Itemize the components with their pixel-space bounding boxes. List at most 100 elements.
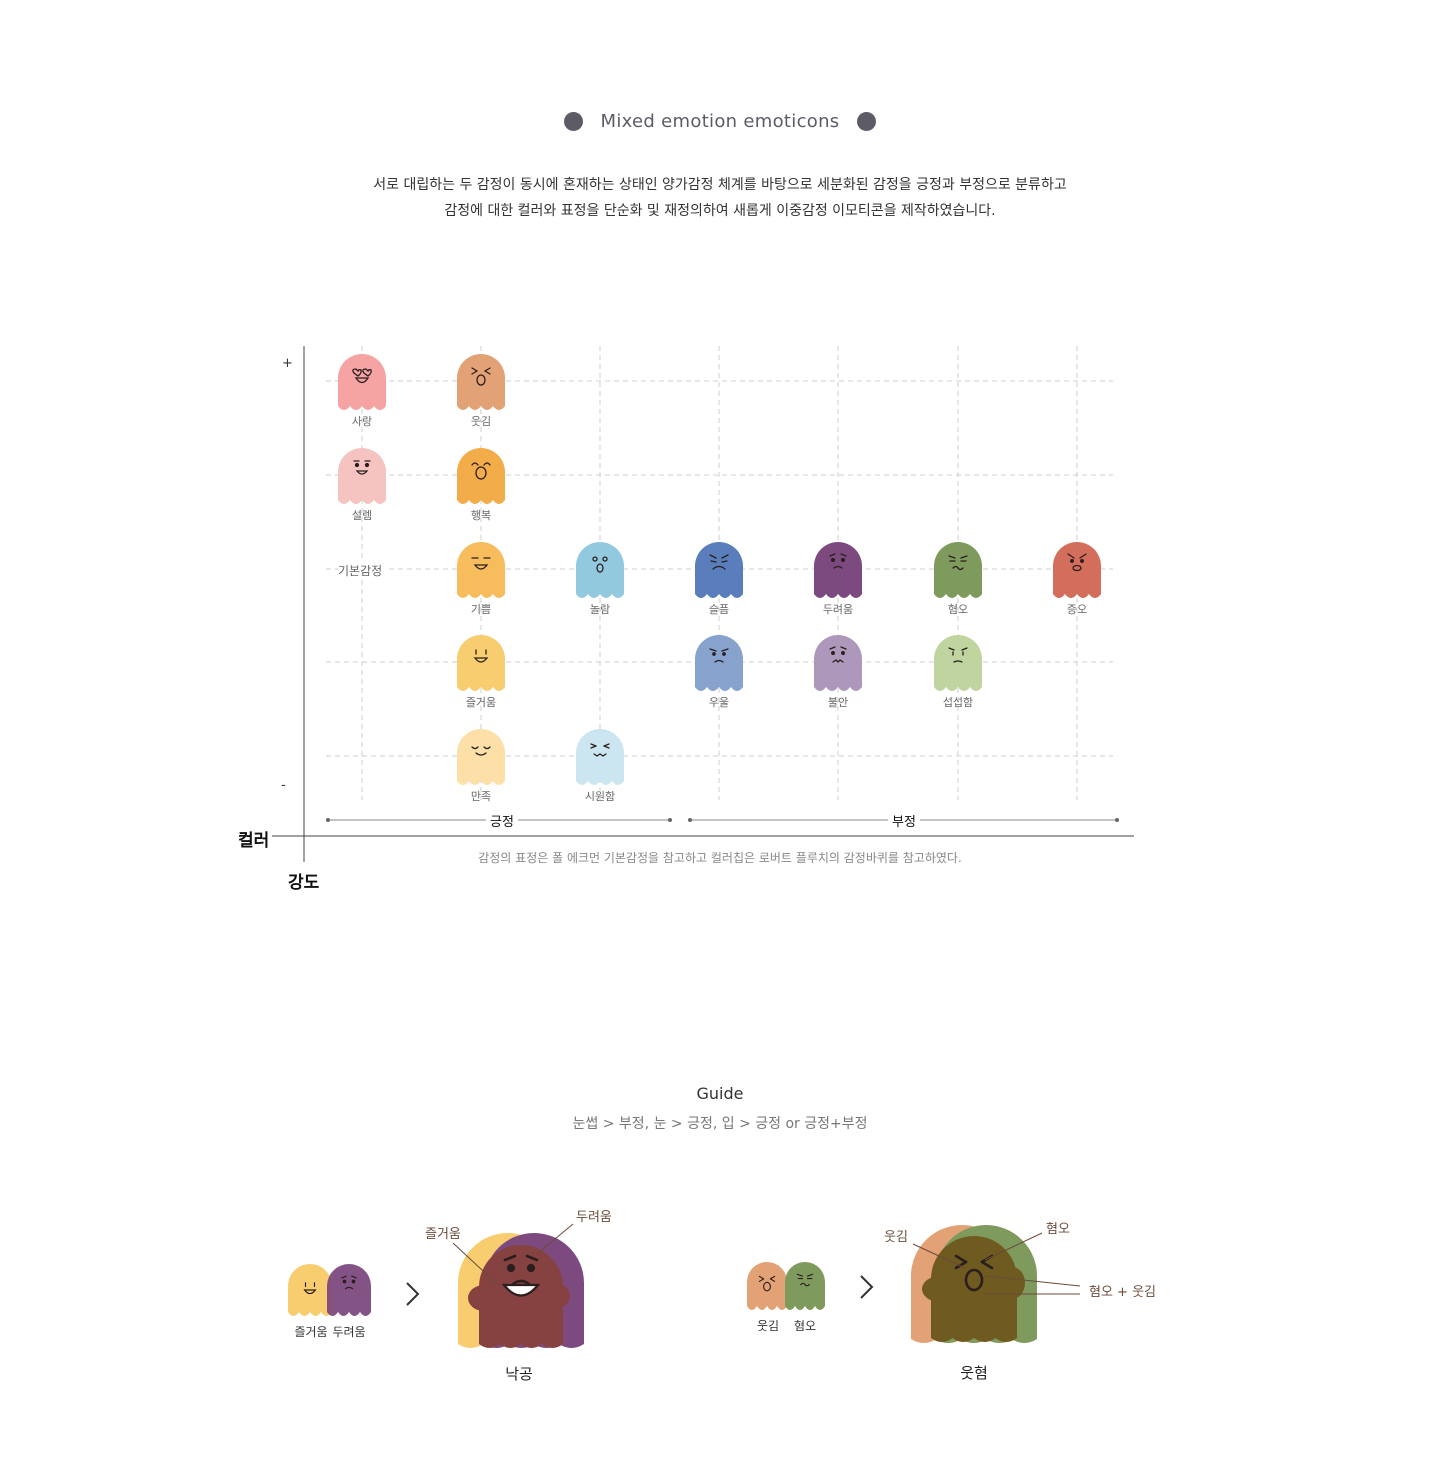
heart-eye-left (352, 368, 362, 377)
ghost-body (457, 448, 505, 504)
mouth (511, 1279, 531, 1286)
description-line-2: 감정에 대한 컬러와 표정을 단순화 및 재정의하여 새롭게 이중감정 이모티콘… (444, 203, 996, 219)
eye-right (840, 557, 846, 563)
ghost-body (576, 729, 624, 785)
emotion-label: 혐오 (947, 603, 969, 616)
mouth (714, 659, 724, 663)
combo2-mixed-ghost (911, 1225, 1037, 1343)
chevron-right-icon (860, 1275, 874, 1299)
y-axis-label: 강도 (288, 873, 320, 893)
combo1-annotation-b: 두려움 (576, 1210, 612, 1225)
guide-rule: 눈썹 > 부정, 눈 > 긍정, 입 > 긍정 or 긍정+부정 (572, 1116, 868, 1132)
ghost-body (576, 542, 624, 598)
eye-left-b (590, 745, 597, 749)
eye-left (710, 560, 717, 563)
combo2-a-label: 웃김 (756, 1319, 780, 1333)
eye-left (954, 1254, 968, 1264)
arm-left (468, 1285, 500, 1311)
eye-left (471, 367, 478, 372)
emotion-label: 기쁨 (470, 603, 492, 616)
ghost-body (814, 635, 862, 691)
eye-right-b (980, 1260, 994, 1270)
eye-right-b (484, 370, 491, 375)
brow-right (525, 1254, 539, 1262)
eye-right (769, 1275, 776, 1280)
ghost-body (327, 1264, 371, 1316)
emotion-label: 슬픔 (708, 603, 730, 616)
eye-right (1080, 559, 1084, 563)
x-axis-label: 컬러 (238, 831, 270, 851)
guide-title: Guide (696, 1084, 744, 1103)
brow-right (840, 553, 847, 557)
emotion-ghost-sad (695, 542, 743, 598)
emotion-ghost-fear (814, 542, 862, 598)
eye-left (342, 1279, 347, 1284)
brow-right (840, 646, 847, 650)
emotion-label: 섭섭함 (942, 696, 974, 709)
emotion-ghost-surprise (576, 542, 624, 598)
brow-left (341, 1275, 347, 1279)
combo1-ghost-a (288, 1264, 332, 1316)
combo1-mixed-ghost (458, 1233, 584, 1348)
emotion-label: 두려움 (822, 603, 854, 616)
mouth (596, 563, 604, 573)
eye-right (526, 1263, 536, 1273)
brow-left (948, 555, 956, 559)
brow-left (503, 1254, 517, 1262)
mouth (473, 657, 489, 663)
ghost-body (695, 542, 743, 598)
mouth (964, 1268, 984, 1292)
positive-group-label: 긍정 (486, 811, 518, 830)
mouth (833, 565, 843, 569)
combo2-annotation-b: 혐오 (1046, 1222, 1070, 1237)
eye-left-b (954, 1260, 968, 1270)
eye-right (841, 651, 845, 655)
combo2-annotation-c: 혐오 + 웃김 (1089, 1285, 1156, 1300)
ghost-body (457, 635, 505, 691)
mouth (953, 660, 963, 663)
emotion-label: 웃김 (470, 415, 492, 428)
negative-group-label: 부정 (888, 811, 920, 830)
ghost-body (695, 635, 743, 691)
eye-right (364, 462, 370, 468)
mouth (952, 565, 964, 571)
mouth (593, 753, 607, 757)
emotion-label: 놀람 (589, 603, 611, 616)
combo2-ghost-b (785, 1262, 825, 1310)
emotion-ghost-laugh (457, 354, 505, 410)
eye-right (483, 746, 491, 750)
eye-left (830, 557, 836, 563)
emotion-label: 시원함 (584, 790, 616, 803)
combo2-annotation-a: 웃김 (884, 1230, 908, 1245)
emotion-ghost-relief (576, 729, 624, 785)
brow-left (829, 646, 836, 650)
arm-right (542, 1283, 570, 1309)
emotion-ghost-sorry (934, 635, 982, 691)
eye-right-b (769, 1278, 776, 1283)
eye-right (483, 462, 491, 466)
eye-left (712, 652, 716, 656)
emotion-label: 즐거움 (465, 696, 497, 709)
brow-left (796, 1273, 804, 1277)
mouth (476, 374, 486, 386)
brow-right (806, 1273, 814, 1277)
mouth (763, 1281, 771, 1292)
ghost-body (457, 542, 505, 598)
negative-bracket-start (688, 818, 692, 822)
combo2-b-label: 혐오 (793, 1319, 817, 1333)
eye-right (602, 556, 608, 562)
arm-right (999, 1267, 1025, 1299)
emotion-label: 우울 (708, 696, 730, 709)
eye-right (721, 560, 728, 563)
eye-right (351, 1279, 356, 1284)
combo2-leader-a (912, 1243, 966, 1269)
combo1-annotation-a: 즐거움 (425, 1227, 461, 1242)
mouth (473, 564, 489, 570)
mouth (832, 659, 844, 663)
chevron-right-icon (406, 1282, 420, 1306)
eye-left (831, 651, 835, 655)
mouth (475, 752, 487, 756)
combo1-b-label: 두려움 (332, 1325, 366, 1339)
emotion-ghost-anxious (814, 635, 862, 691)
ghost-body (338, 448, 386, 504)
